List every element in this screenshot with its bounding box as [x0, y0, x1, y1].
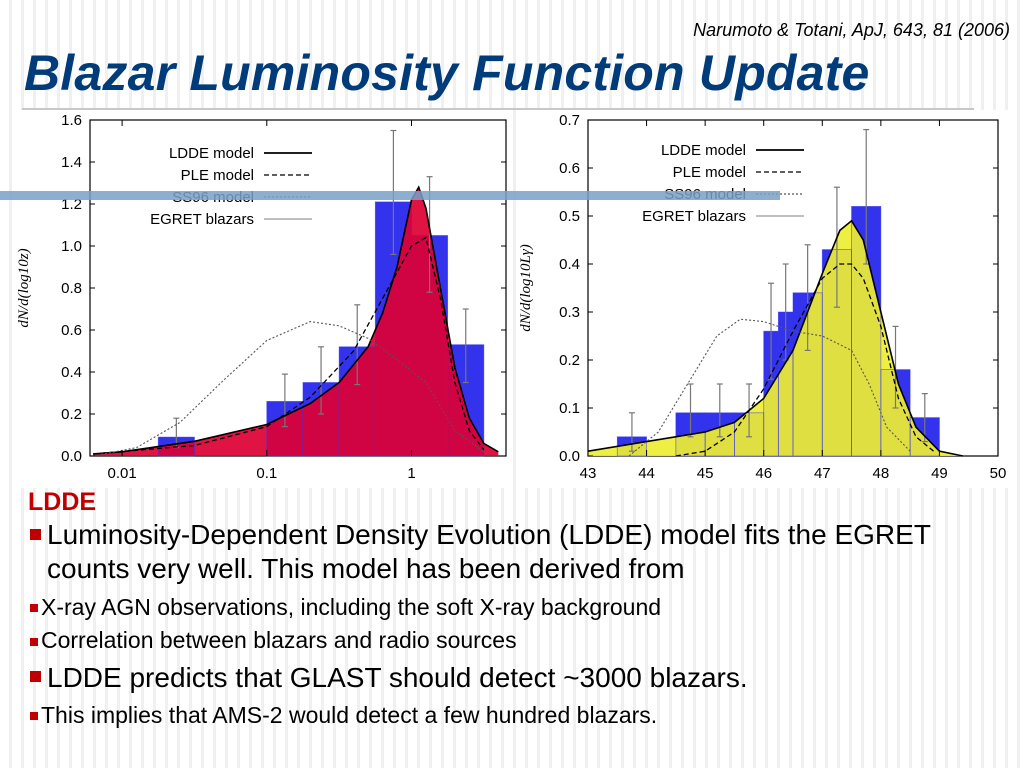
bullet-square-icon: [30, 712, 38, 720]
y-tick-label: 0.4: [61, 364, 82, 381]
bullet-item: LDDE predicts that GLAST should detect ~…: [24, 660, 1014, 696]
model-curve-solid: [93, 185, 499, 455]
x-axis: 0.01 0.1 1: [107, 120, 416, 482]
y-tick-label: 0.4: [559, 256, 580, 273]
model-curve-dotted: [93, 321, 485, 457]
slide-title: Blazar Luminosity Function Update: [24, 45, 870, 101]
sub-bullet-item: Correlation between blazars and radio so…: [24, 624, 1014, 656]
x-tick-label: 50: [990, 465, 1007, 482]
section-heading: LDDE: [28, 488, 97, 516]
model-area-fill: [588, 220, 963, 456]
y-tick-label: 0.8: [61, 280, 82, 297]
legend-label: EGRET blazars: [642, 208, 746, 225]
bullet-text: This implies that AMS-2 would detect a f…: [41, 702, 658, 728]
x-axis: 43 44 45 46 47 48 49 50: [580, 120, 1007, 482]
y-tick-label: 0.0: [559, 448, 580, 465]
model-curve-dashed: [675, 263, 934, 457]
x-tick-label: 44: [638, 465, 655, 482]
y-tick-label: 0.6: [61, 322, 82, 339]
y-axis-label: dN/d(log10z): [16, 248, 32, 327]
x-tick-label: 0.01: [107, 465, 136, 482]
model-curve-dotted: [628, 318, 911, 457]
bullet-square-icon: [30, 604, 38, 612]
model-area-fill: [93, 187, 499, 456]
y-tick-label: 0.2: [61, 406, 82, 423]
legend-label: LDDE model: [661, 142, 746, 159]
bullet-list: Luminosity-Dependent Density Evolution (…: [24, 518, 1014, 732]
y-tick-label: 0.2: [559, 352, 580, 369]
y-axis: 0.0 0.2 0.4 0.6 0.8 1.0 1.2 1.4 1.6: [61, 112, 506, 465]
y-tick-label: 1.4: [61, 154, 82, 171]
redshift-chart: 0.00.20.40.60.81.01.21.41.60.010.11Redsh…: [14, 110, 510, 488]
model-curve-dashed: [93, 236, 485, 455]
y-tick-label: 0.5: [559, 208, 580, 225]
luminosity-chart: 0.0 0.1 0.2 0.3 0.4 0.5 0.6 0.7 43 44 45 46 47 48 49 50…: [520, 110, 1010, 488]
y-tick-label: 1.6: [61, 112, 82, 129]
title-divider: [22, 108, 974, 110]
bullet-square-icon: [30, 671, 41, 682]
citation: Narumoto & Totani, ApJ, 643, 81 (2006): [693, 20, 1010, 40]
sub-bullet-item: This implies that AMS-2 would detect a f…: [24, 698, 1014, 732]
y-tick-label: 1.0: [61, 238, 82, 255]
y-axis: 0.0 0.1 0.2 0.3 0.4 0.5 0.6 0.7: [559, 112, 998, 465]
model-curve-solid: [587, 219, 964, 457]
y-axis-label: dN/d(log10Lγ): [520, 244, 534, 332]
y-tick-label: 0.7: [559, 112, 580, 129]
x-tick-label: 1: [407, 465, 415, 482]
x-tick-label: 43: [580, 465, 597, 482]
bullet-text: LDDE predicts that GLAST should detect ~…: [47, 662, 748, 693]
bullet-square-icon: [30, 529, 41, 540]
bullet-square-icon: [30, 638, 38, 646]
bullet-text: X-ray AGN observations, including the so…: [41, 594, 662, 620]
legend-label: EGRET blazars: [150, 211, 254, 228]
legend-label: PLE model: [673, 164, 746, 181]
sub-bullet-item: X-ray AGN observations, including the so…: [24, 590, 1014, 624]
x-tick-label: 46: [755, 465, 772, 482]
legend-label: LDDE model: [169, 145, 254, 162]
bullet-text: Luminosity-Dependent Density Evolution (…: [47, 519, 931, 584]
x-tick-label: 47: [814, 465, 831, 482]
y-tick-label: 0.6: [559, 160, 580, 177]
x-tick-label: 45: [697, 465, 714, 482]
x-tick-label: 48: [873, 465, 890, 482]
x-tick-label: 49: [931, 465, 948, 482]
legend-label: PLE model: [181, 167, 254, 184]
y-tick-label: 0.0: [61, 448, 82, 465]
x-tick-label: 0.1: [256, 465, 277, 482]
bullet-text: Correlation between blazars and radio so…: [41, 627, 517, 653]
decorative-bar: [0, 191, 780, 200]
y-tick-label: 0.3: [559, 304, 580, 321]
y-tick-label: 1.2: [61, 196, 82, 213]
bullet-item: Luminosity-Dependent Density Evolution (…: [24, 518, 1014, 586]
y-tick-label: 0.1: [559, 400, 580, 417]
